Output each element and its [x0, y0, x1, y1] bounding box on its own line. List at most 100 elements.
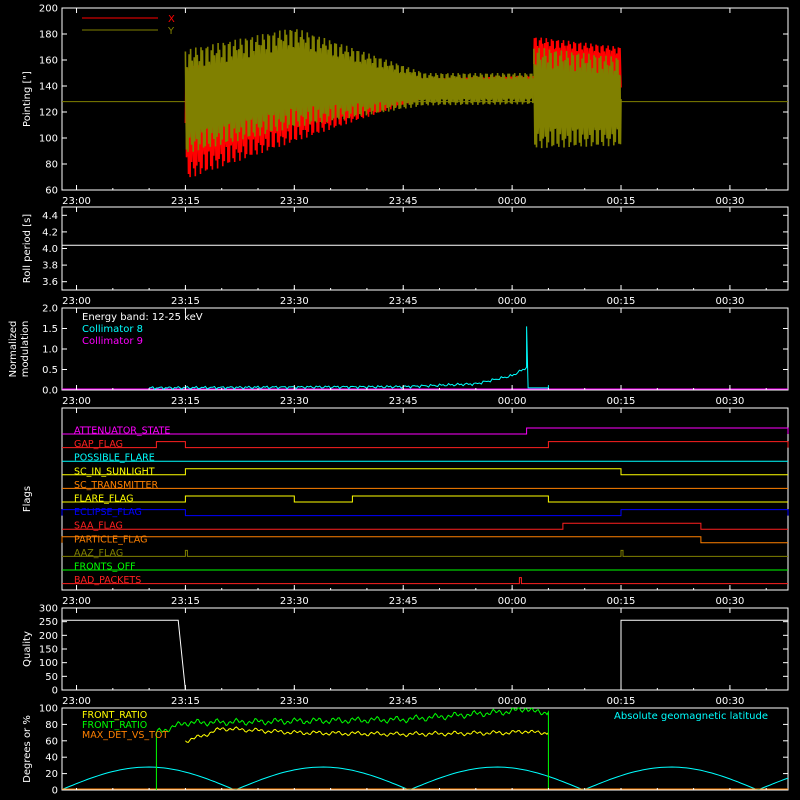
y-tick-label: 3.8	[42, 261, 58, 272]
degrees-y-label: Degrees or %	[22, 715, 33, 783]
modulation-y-label-line: modulation	[20, 321, 31, 378]
flag-line-saa-flag	[62, 522, 788, 530]
x-tick-label: 00:30	[716, 396, 745, 407]
pointing-y-band	[184, 29, 535, 153]
x-tick-label: 23:45	[389, 196, 418, 207]
y-tick-label: 4.0	[42, 244, 58, 255]
collimator-8-line	[149, 326, 549, 391]
x-tick-label: 00:30	[716, 296, 745, 307]
y-tick-label: 0	[52, 786, 58, 797]
y-tick-label: 0	[52, 686, 58, 697]
pointing-y-label: Pointing ["]	[22, 71, 33, 127]
flag-label-possible-flare: POSSIBLE_FLARE	[74, 453, 155, 464]
modulation-y-label-line: Normalized	[8, 321, 19, 378]
legend-label-x: X	[168, 14, 175, 25]
x-tick-label: 23:00	[62, 696, 91, 707]
y-tick-label: 100	[39, 134, 58, 145]
legend-label-front-ratio-0: FRONT_RATIO	[82, 710, 147, 721]
x-tick-label: 23:15	[171, 696, 200, 707]
y-tick-label: 60	[45, 736, 58, 747]
x-tick-label: 00:15	[607, 696, 636, 707]
modulation-y-label: Normalized modulation	[8, 321, 31, 378]
flag-label-sc-transmitter: SC_TRANSMITTER	[74, 480, 159, 491]
legend-label-max-det-vs-tot-2: MAX_DET_VS_TOT	[82, 730, 168, 741]
x-tick-label: 23:00	[62, 396, 91, 407]
legend-label-collimator-8: Collimator 8	[82, 324, 143, 335]
panel-frame-2	[61, 206, 789, 291]
x-tick-label: 00:00	[498, 596, 527, 607]
pointing-x-band	[533, 37, 622, 91]
flag-label-sc-in-sunlight: SC_IN_SUNLIGHT	[74, 466, 155, 477]
roll-period-y-label: Roll period [s]	[22, 214, 33, 283]
y-tick-label: 120	[39, 108, 58, 119]
y-tick-label: 1.0	[42, 345, 58, 356]
flag-label-fronts-off: FRONTS_OFF	[74, 562, 136, 573]
pointing-y-band	[533, 47, 622, 149]
flag-label-flare-flag: FLARE_FLAG	[74, 494, 134, 505]
panel-frame-4	[61, 407, 789, 591]
quality-y-label-line: Quality	[22, 631, 33, 667]
geomagnetic-latitude-line	[61, 766, 789, 791]
flag-line-gap-flag	[62, 441, 789, 449]
legend-label-front-ratio-1: FRONT_RATIO	[82, 720, 147, 731]
y-tick-label: 20	[45, 769, 58, 780]
x-tick-label: 00:00	[498, 296, 527, 307]
y-tick-label: 160	[39, 56, 58, 67]
flag-line-aaz-flag	[62, 549, 788, 557]
y-tick-label: 4.4	[42, 211, 58, 222]
front-ratio-green-line	[155, 707, 549, 790]
y-tick-label: 180	[39, 30, 58, 41]
roll-period-y-label-line: Roll period [s]	[22, 214, 33, 283]
x-tick-label: 23:15	[171, 196, 200, 207]
y-tick-label: 4.2	[42, 227, 58, 238]
x-tick-label: 23:00	[62, 296, 91, 307]
panel-frame-1	[61, 7, 789, 191]
energy-band-annotation: Energy band: 12-25 keV	[82, 312, 203, 323]
flag-label-bad-packets: BAD_PACKETS	[74, 575, 141, 586]
legend-label-geomagnetic-latitude: Absolute geomagnetic latitude	[614, 711, 768, 722]
flag-label-saa-flag: SAA_FLAG	[74, 521, 123, 532]
x-tick-label: 23:00	[62, 196, 91, 207]
y-tick-label: 300	[39, 604, 58, 615]
y-tick-label: 50	[45, 672, 58, 683]
y-tick-label: 100	[39, 704, 58, 715]
x-tick-label: 00:30	[716, 696, 745, 707]
front-ratio-yellow-line	[185, 726, 549, 743]
pointing-y-label-line: Pointing ["]	[22, 71, 33, 127]
y-tick-label: 140	[39, 82, 58, 93]
flag-line-flare-flag	[62, 495, 788, 503]
x-tick-label: 23:30	[280, 296, 309, 307]
x-tick-label: 23:30	[280, 596, 309, 607]
x-tick-label: 00:30	[716, 596, 745, 607]
y-tick-label: 40	[45, 753, 58, 764]
x-tick-label: 23:45	[389, 696, 418, 707]
x-tick-label: 23:45	[389, 396, 418, 407]
x-tick-label: 23:15	[171, 596, 200, 607]
y-tick-label: 3.6	[42, 277, 58, 288]
x-tick-label: 00:30	[716, 196, 745, 207]
x-tick-label: 00:15	[607, 296, 636, 307]
y-tick-label: 0.0	[42, 386, 58, 397]
legend-label-y: Y	[167, 26, 175, 37]
y-tick-label: 200	[39, 4, 58, 15]
x-tick-label: 23:45	[389, 296, 418, 307]
flag-line-eclipse-flag	[61, 509, 789, 517]
x-tick-label: 00:00	[498, 696, 527, 707]
x-tick-label: 23:30	[280, 396, 309, 407]
y-tick-label: 200	[39, 631, 58, 642]
x-tick-label: 00:15	[607, 396, 636, 407]
quality-line	[62, 619, 788, 691]
x-tick-label: 23:00	[62, 596, 91, 607]
y-tick-label: 150	[39, 645, 58, 656]
flag-label-particle-flag: PARTICLE_FLAG	[74, 534, 147, 545]
flag-label-attenuator-state: ATTENUATOR_STATE	[74, 426, 170, 437]
quality-y-label: Quality	[22, 631, 33, 667]
flag-label-eclipse-flag: ECLIPSE_FLAG	[74, 507, 142, 518]
x-tick-label: 23:30	[280, 196, 309, 207]
degrees-y-label-line: Degrees or %	[22, 715, 33, 783]
x-tick-label: 00:15	[607, 596, 636, 607]
flag-label-aaz-flag: AAZ_FLAG	[74, 548, 123, 559]
y-tick-label: 80	[45, 720, 58, 731]
